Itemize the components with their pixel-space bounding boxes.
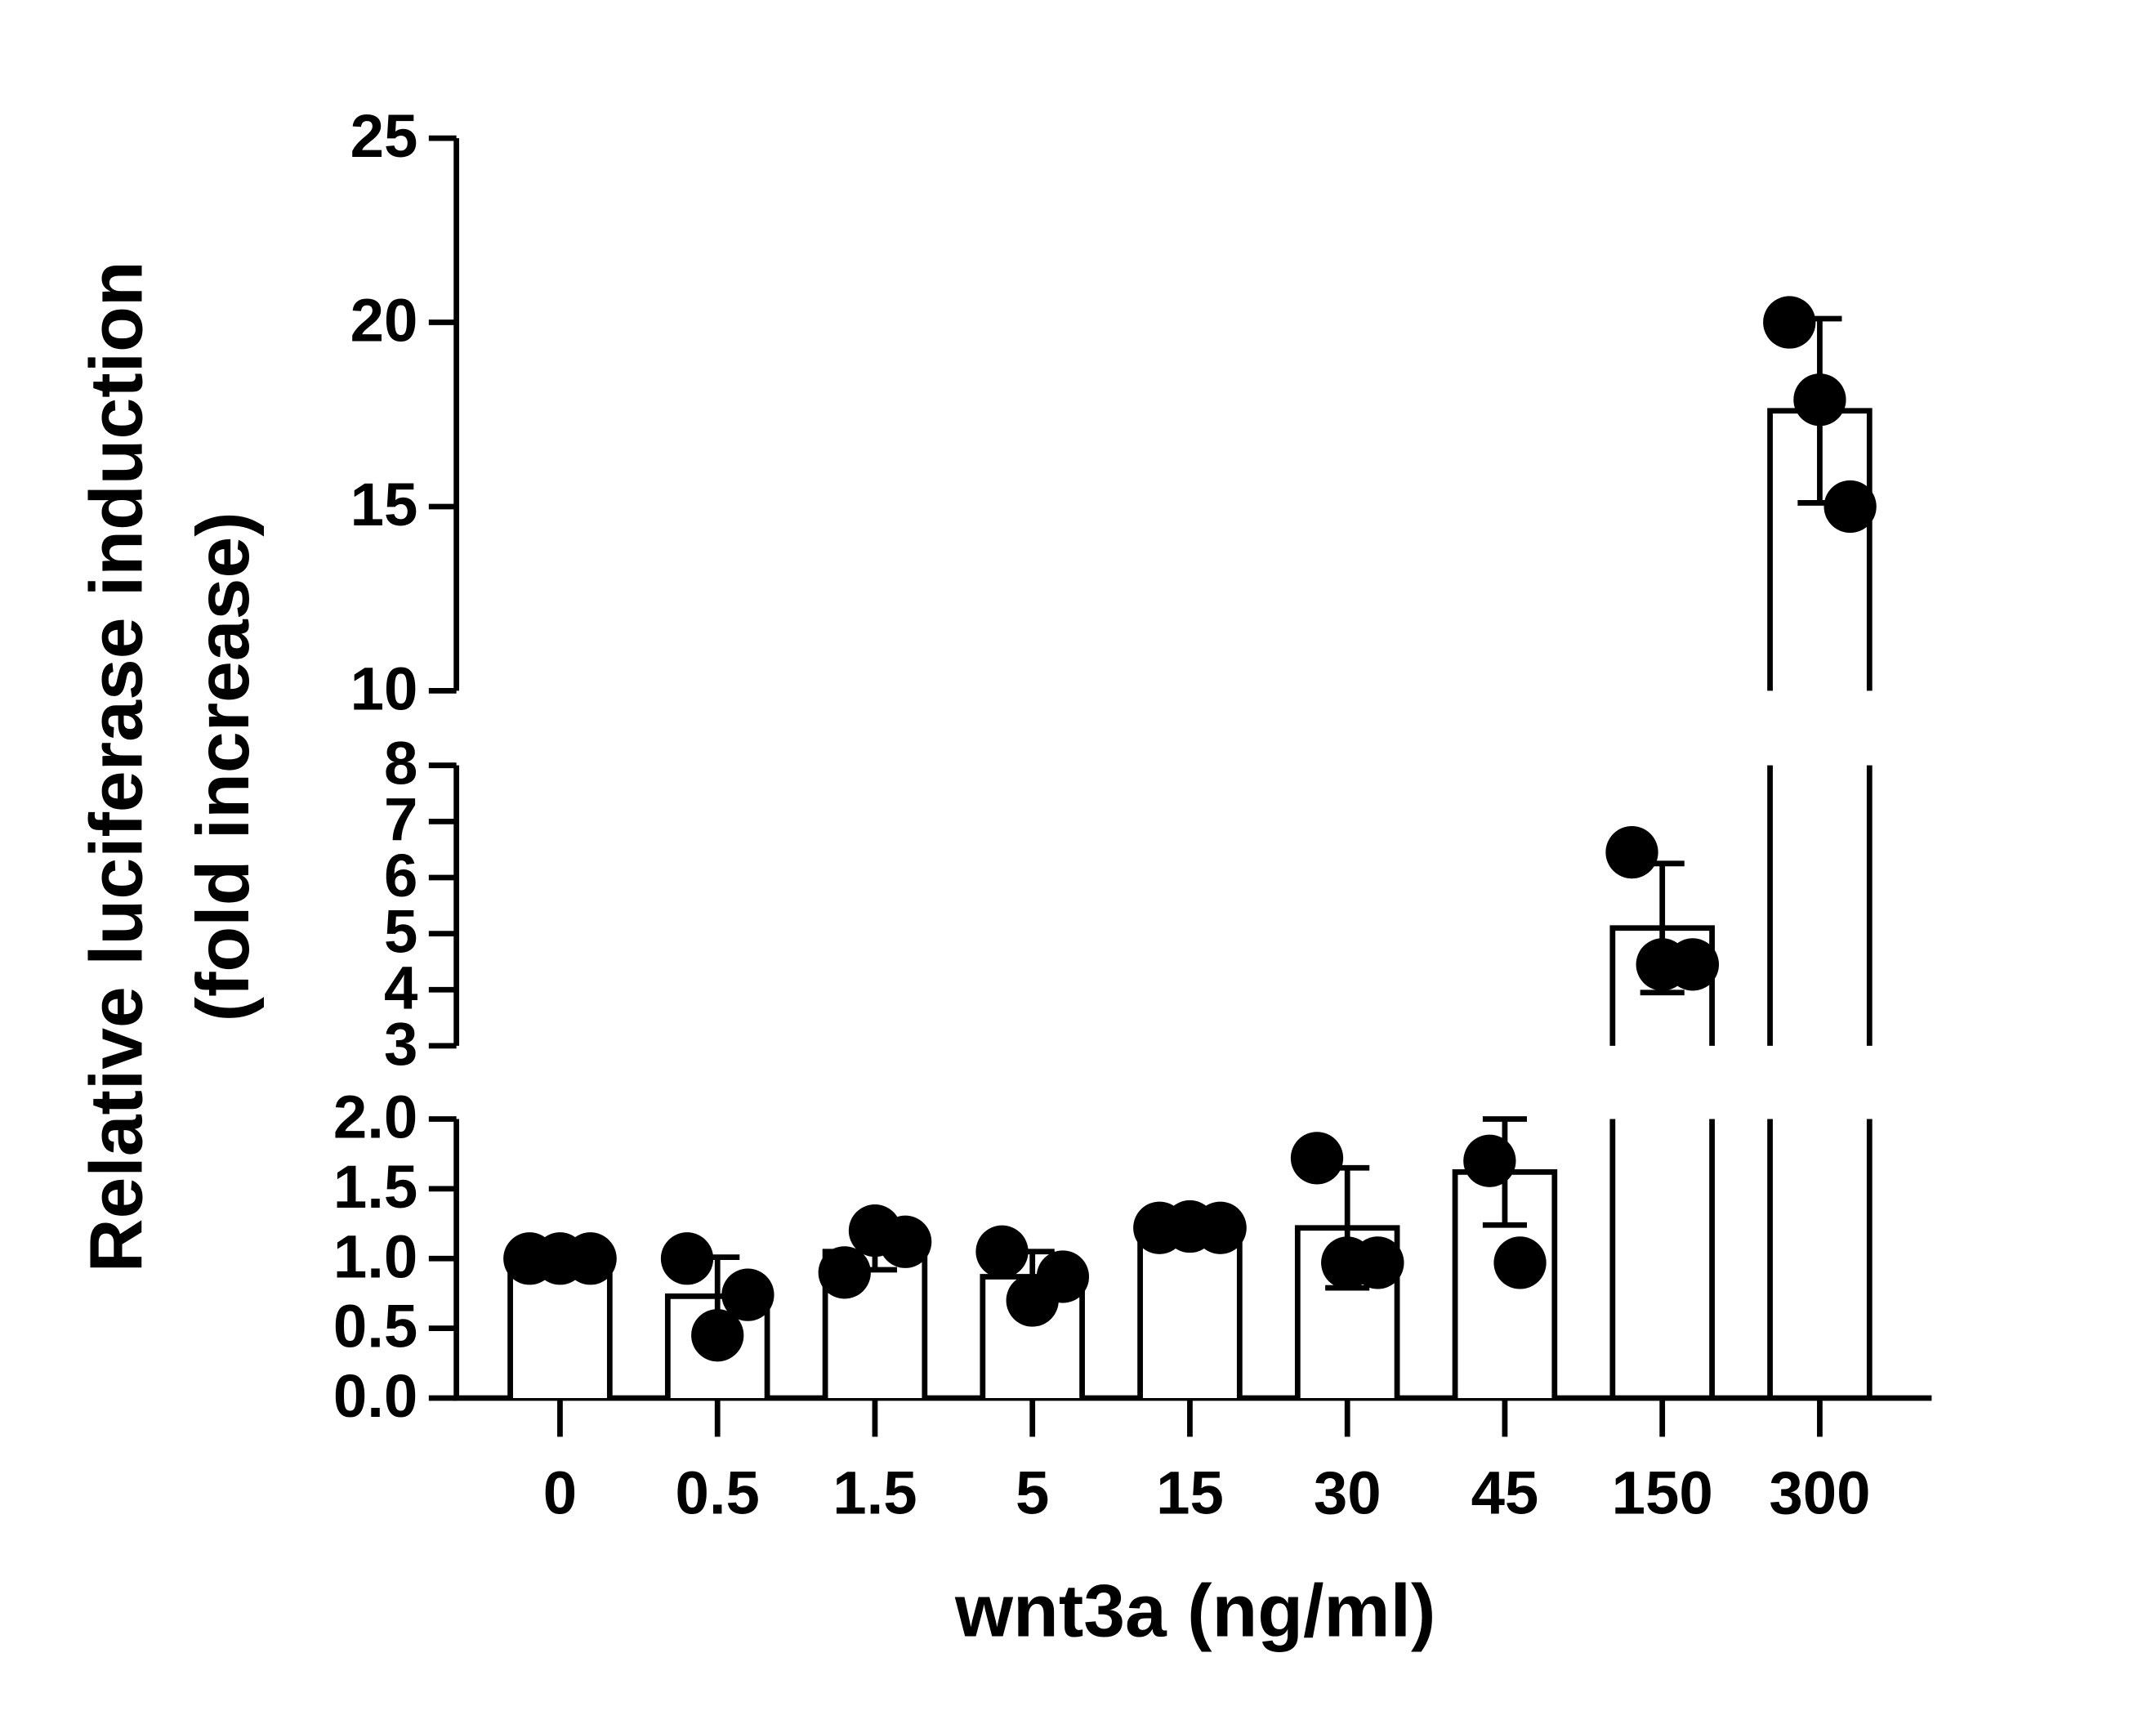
x-tick-label: 0: [543, 1459, 577, 1526]
bar: [1609, 1119, 1715, 1399]
y-tick-label: 4: [384, 954, 417, 1021]
x-tick-label: 5: [1016, 1459, 1049, 1526]
data-point: [1290, 1132, 1344, 1185]
data-point: [1194, 1201, 1247, 1254]
x-axis-label: wnt3a (ng/ml): [954, 1569, 1435, 1652]
x-tick-label: 150: [1612, 1459, 1713, 1526]
y-tick-label: 0.5: [333, 1293, 417, 1360]
data-point: [660, 1232, 714, 1285]
data-point: [975, 1225, 1029, 1278]
x-tick-label: 15: [1156, 1459, 1224, 1526]
x-tick-label: 0.5: [676, 1459, 760, 1526]
data-point: [1493, 1236, 1547, 1289]
data-point: [1823, 480, 1877, 534]
bar: [1767, 1119, 1873, 1399]
data-point: [721, 1268, 774, 1321]
y-tick-label: 1.5: [333, 1153, 417, 1221]
data-point: [691, 1309, 744, 1362]
x-tick-label: 30: [1314, 1459, 1382, 1526]
y-tick-label: 2.0: [333, 1083, 417, 1151]
y-tick-label: 1.0: [333, 1222, 417, 1290]
y-tick-label: 7: [384, 785, 417, 853]
y-tick-label: 0.0: [333, 1362, 417, 1430]
y-tick-label: 6: [384, 842, 417, 909]
y-tick-label: 20: [350, 287, 418, 355]
y-tick-label: 3: [384, 1010, 417, 1078]
y-tick-label: 5: [384, 898, 417, 966]
y-axis-label: Relative luciferase induction: [75, 261, 158, 1272]
data-point: [1605, 825, 1658, 879]
y-tick-label: 15: [350, 471, 418, 538]
data-point: [1666, 938, 1720, 991]
data-point: [1763, 296, 1816, 349]
data-point: [879, 1215, 932, 1268]
y-tick-label: 10: [350, 654, 418, 722]
data-point: [1036, 1250, 1090, 1303]
data-point: [1351, 1236, 1404, 1289]
data-point: [1793, 373, 1846, 427]
y-axis-label: (fold increase): [181, 512, 265, 1021]
x-tick-label: 45: [1471, 1459, 1539, 1526]
y-tick-label: 25: [350, 102, 418, 170]
data-point: [1463, 1134, 1516, 1187]
x-tick-label: 1.5: [832, 1459, 917, 1526]
bar: [1767, 765, 1873, 1046]
data-point: [564, 1232, 617, 1285]
x-tick-label: 300: [1769, 1459, 1870, 1526]
data-point: [818, 1246, 871, 1299]
y-tick-label: 8: [384, 730, 417, 797]
